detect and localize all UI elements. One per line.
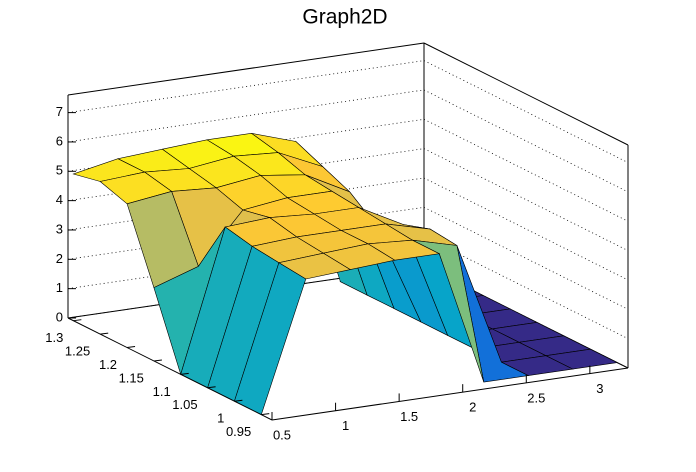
z-tick-label: 1 [56,280,63,295]
x-tick-label: 1.5 [400,409,418,424]
grid-line [423,118,629,222]
z-tick-label: 5 [56,163,63,178]
z-tick-label: 3 [56,221,63,236]
y-tick-label: 0.95 [226,424,251,439]
grid-line [423,148,629,251]
y-axis [67,317,273,421]
box-edge [67,42,425,96]
y-tick-label: 1.2 [99,357,117,372]
grid-line [423,89,629,193]
x-tick-label: 0.5 [273,427,291,442]
z-tick-label: 0 [56,309,63,324]
y-tick-label: 1.05 [172,397,197,412]
z-tick-label: 2 [56,251,63,266]
x-tick-label: 2 [469,400,476,415]
y-tick-label: 1.25 [65,344,90,359]
grid-line [423,60,629,163]
y-tick [180,372,189,375]
grid-line [67,60,425,114]
y-tick [261,413,270,416]
y-tick [100,332,109,335]
x-tick-label: 2.5 [527,390,545,405]
z-tick-label: 6 [56,133,63,148]
chart-title: Graph2D [302,6,387,29]
y-tick [234,399,243,402]
y-tick-label: 1.3 [45,330,63,345]
y-tick-label: 1.1 [153,384,171,399]
y-tick [153,359,162,362]
z-tick-label: 4 [56,192,63,207]
z-tick-label: 7 [56,104,63,119]
y-tick [126,346,136,349]
y-tick-label: 1.15 [119,370,144,385]
y-tick [207,386,216,389]
box-edge [423,42,629,146]
x-tick-label: 1 [342,418,349,433]
x-axis [271,367,629,421]
y-tick-label: 1 [217,411,224,426]
y-tick [73,319,82,322]
x-tick-label: 3 [596,381,603,396]
